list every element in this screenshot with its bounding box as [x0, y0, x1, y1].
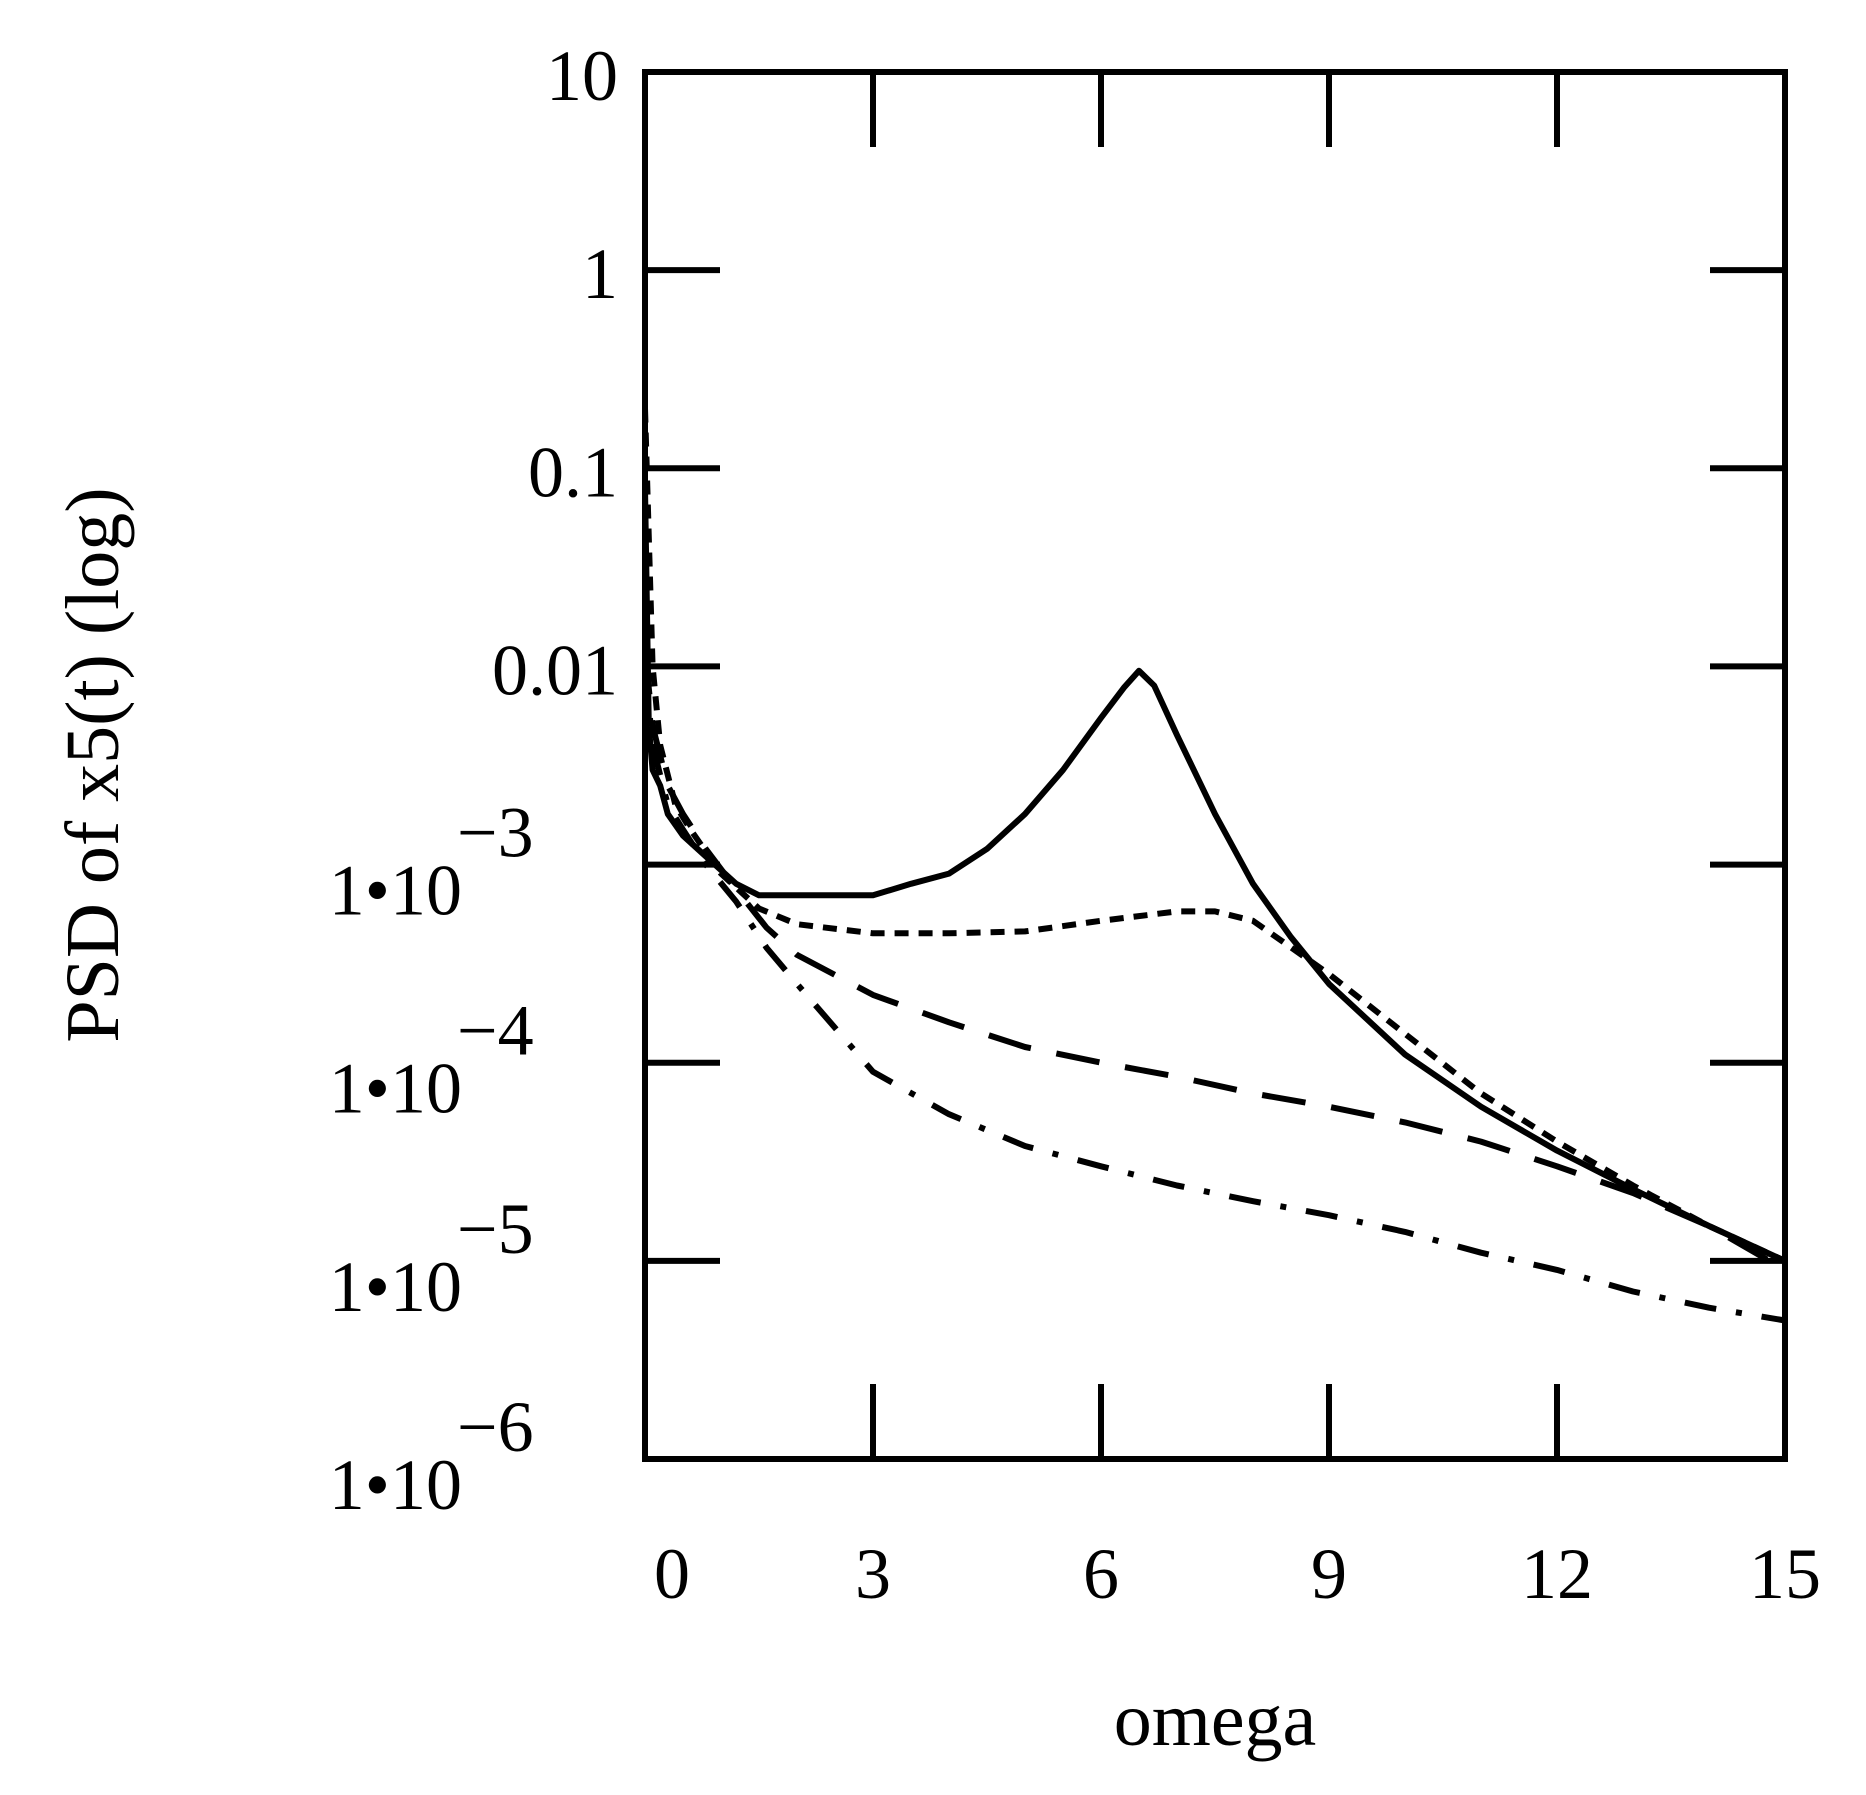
y-tick-exponent: −6	[457, 1387, 534, 1467]
y-tick-label: 0.01	[492, 630, 618, 710]
y-tick-label: 1•10−4	[329, 991, 534, 1129]
y-tick-value: 0.1	[528, 432, 618, 512]
y-tick-value: 1	[582, 234, 618, 314]
y-tick-exponent: −4	[457, 991, 534, 1071]
y-tick-mantissa: 1•10	[329, 851, 462, 931]
series-dash-dot	[642, 666, 1786, 1324]
series-solid	[642, 487, 1787, 1264]
y-tick-label: 1•10−3	[329, 793, 534, 931]
y-tick-exponent: −5	[457, 1189, 534, 1269]
series-short-dash	[642, 408, 1787, 1264]
x-tick-label: 0	[654, 1534, 690, 1614]
plot-frame	[642, 69, 1788, 1462]
y-tick-label: 1•10−5	[329, 1189, 534, 1327]
series-long-dash	[642, 650, 1787, 1273]
x-tick-label: 9	[1311, 1534, 1347, 1614]
y-tick-label: 1	[582, 234, 618, 314]
series-layer	[642, 408, 1787, 1324]
y-tick-value: 0.01	[492, 630, 618, 710]
y-tick-value: 10	[546, 36, 618, 116]
x-axis-title: omega	[1114, 1678, 1317, 1762]
x-tick-label: 6	[1083, 1534, 1119, 1614]
y-tick-label: 10	[546, 36, 618, 116]
y-tick-mantissa: 1•10	[329, 1049, 462, 1129]
y-tick-exponent: −3	[457, 793, 534, 873]
x-tick-label: 12	[1521, 1534, 1593, 1614]
y-axis-title: PSD of x5(t) (log)	[51, 487, 135, 1042]
y-tick-label: 0.1	[528, 432, 618, 512]
tick-marks	[645, 69, 1785, 1462]
y-tick-mantissa: 1•10	[329, 1247, 462, 1327]
x-tick-label: 15	[1749, 1534, 1821, 1614]
y-tick-mantissa: 1•10	[329, 1445, 462, 1525]
x-tick-label: 3	[855, 1534, 891, 1614]
y-tick-label: 1•10−6	[329, 1387, 534, 1525]
x-tick-labels: 0 3 6 9 12 15	[654, 1534, 1821, 1614]
